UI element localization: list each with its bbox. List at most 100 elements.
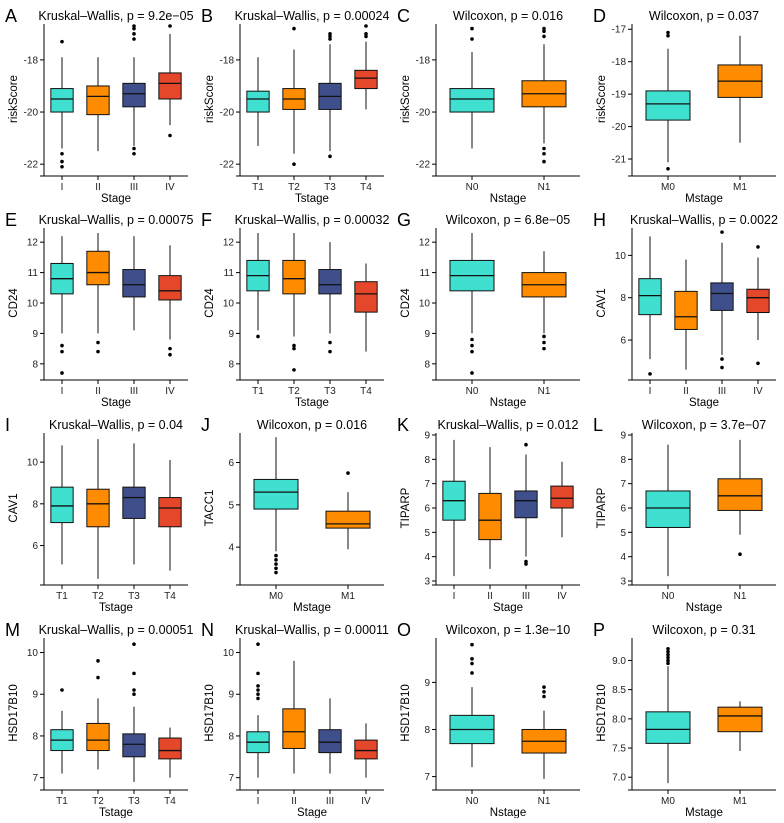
outlier-point (328, 34, 332, 39)
y-tick-label: 7.0 (612, 773, 626, 784)
outlier-point (328, 340, 332, 345)
box-iqr (318, 729, 342, 754)
box-m1 (717, 701, 763, 751)
outlier-point (256, 671, 260, 676)
x-axis-label: Stage (297, 807, 327, 818)
box-iqr (86, 722, 110, 752)
y-tick-label: 11 (224, 268, 235, 279)
box-i (442, 439, 466, 577)
x-tick-label: I (61, 182, 64, 193)
box-t2 (86, 659, 110, 770)
y-tick-label: 4 (424, 552, 430, 563)
box-iqr (645, 490, 691, 528)
y-tick-label: 6 (32, 541, 38, 552)
box-t4 (158, 460, 182, 571)
outlier-point (524, 442, 528, 447)
x-tick-label: II (291, 796, 297, 807)
x-tick-label: III (522, 591, 530, 602)
box-iqr (282, 259, 306, 295)
x-axis-label: Stage (493, 602, 523, 614)
outlier-point (256, 642, 260, 646)
outlier-point (256, 692, 260, 697)
y-axis-label: CAV1 (596, 288, 608, 317)
x-tick-label: M1 (341, 591, 355, 602)
panel-k: K Kruskal–Wallis, p = 0.012 TIPARP 3 4 5 6 7 8 9 I… (397, 415, 580, 614)
outlier-point (274, 566, 278, 571)
box-i (50, 236, 74, 375)
box-ii (282, 660, 306, 774)
y-axis-label: CD24 (400, 288, 412, 318)
y-axis-label: CAV1 (8, 493, 20, 522)
box-t4 (354, 24, 378, 110)
x-tick-label: N1 (538, 386, 551, 397)
box-m1 (325, 471, 371, 550)
y-tick-label: 7 (620, 479, 626, 490)
x-tick-label: M1 (733, 796, 747, 807)
y-tick-label: 9 (424, 329, 430, 340)
box-iqr (645, 711, 691, 744)
panel-letter: G (397, 210, 411, 230)
chart-title: Wilcoxon, p = 1.3e−10 (446, 623, 570, 637)
box-iqr (253, 478, 299, 510)
chart-title: Kruskal–Wallis, p = 0.00032 (235, 213, 390, 227)
outlier-point (720, 357, 724, 361)
outlier-point (256, 696, 260, 701)
outlier-point (470, 343, 474, 348)
x-tick-label: T3 (128, 796, 140, 807)
x-tick-label: IV (165, 386, 175, 397)
y-tick-label: 8 (620, 293, 626, 304)
x-tick-label: IV (557, 591, 567, 602)
outlier-point (96, 340, 100, 345)
outlier-point (542, 694, 546, 699)
chart-title: Kruskal–Wallis, p = 0.0022 (630, 213, 778, 227)
box-iqr (638, 278, 662, 316)
x-tick-label: N0 (466, 182, 479, 193)
x-tick-label: M0 (269, 591, 283, 602)
x-tick-label: T3 (324, 182, 336, 193)
x-tick-label: I (453, 591, 456, 602)
box-iqr (550, 485, 574, 509)
box-iqr (158, 737, 182, 760)
y-tick-label: 8 (228, 359, 234, 370)
panel-letter: I (5, 415, 10, 435)
box-iqr (50, 88, 74, 113)
x-tick-label: N0 (466, 796, 479, 807)
x-tick-label: III (326, 796, 334, 807)
x-axis-label: Stage (101, 397, 131, 409)
chart-title: Wilcoxon, p = 0.31 (652, 623, 755, 637)
outlier-point (470, 349, 474, 354)
x-tick-label: II (95, 386, 101, 397)
x-tick-label: T2 (288, 386, 300, 397)
y-tick-label: 10 (27, 299, 39, 310)
y-tick-label: -20 (220, 108, 235, 119)
outlier-point (132, 692, 136, 697)
x-tick-label: N1 (734, 591, 747, 602)
box-iqr (717, 706, 763, 733)
box-iv (746, 245, 770, 366)
y-tick-label: 10 (223, 299, 235, 310)
x-tick-label: T2 (288, 182, 300, 193)
y-tick-label: 9 (424, 431, 430, 442)
y-tick-label: 8.0 (612, 714, 626, 725)
y-tick-label: 3 (424, 577, 430, 588)
box-iqr (282, 708, 306, 749)
box-iii (122, 24, 146, 156)
box-ii (86, 57, 110, 152)
outlier-point (542, 146, 546, 151)
outlier-point (328, 32, 332, 36)
outlier-point (256, 684, 260, 688)
y-tick-label: 12 (223, 238, 235, 249)
x-axis-label: Mstage (685, 807, 723, 818)
x-tick-label: I (61, 386, 64, 397)
y-axis-label: riskScore (596, 75, 608, 123)
outlier-point (60, 159, 64, 164)
box-iv (158, 245, 182, 357)
box-iqr (710, 282, 734, 311)
box-t2 (86, 439, 110, 579)
outlier-point (720, 365, 724, 370)
box-iqr (158, 72, 182, 100)
box-iqr (354, 739, 378, 760)
panel-letter: C (397, 6, 410, 26)
x-tick-label: III (130, 386, 138, 397)
